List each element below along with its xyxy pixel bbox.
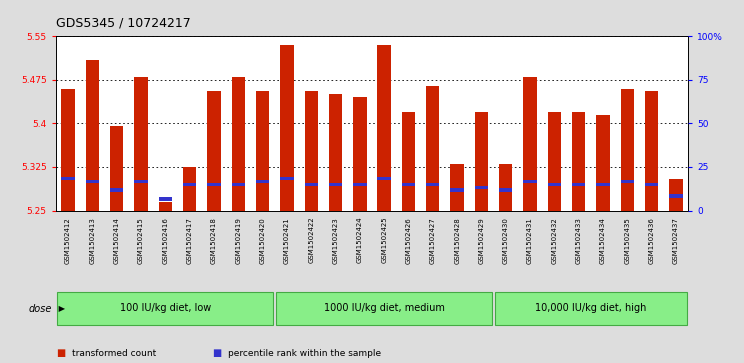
- Bar: [256, 91, 269, 211]
- Bar: [377, 177, 391, 180]
- Bar: [620, 180, 634, 183]
- Bar: [645, 183, 658, 186]
- Bar: [499, 188, 513, 192]
- Bar: [475, 112, 488, 211]
- Bar: [426, 183, 440, 186]
- Bar: [450, 164, 464, 211]
- Bar: [57, 292, 274, 325]
- Bar: [61, 177, 74, 180]
- Bar: [86, 60, 99, 211]
- Bar: [402, 112, 415, 211]
- Bar: [377, 45, 391, 211]
- Text: dose: dose: [29, 303, 52, 314]
- Bar: [158, 202, 172, 211]
- Bar: [426, 86, 440, 211]
- Bar: [524, 77, 536, 211]
- Bar: [183, 167, 196, 211]
- Bar: [231, 77, 245, 211]
- Bar: [208, 91, 220, 211]
- Bar: [86, 180, 99, 183]
- Bar: [353, 97, 367, 211]
- Bar: [645, 91, 658, 211]
- Text: ■: ■: [56, 347, 65, 358]
- Bar: [329, 94, 342, 211]
- Bar: [620, 89, 634, 211]
- Bar: [597, 115, 610, 211]
- Text: 100 IU/kg diet, low: 100 IU/kg diet, low: [120, 303, 211, 313]
- Bar: [450, 188, 464, 192]
- Bar: [572, 112, 586, 211]
- Bar: [670, 179, 683, 211]
- Bar: [353, 183, 367, 186]
- Text: GDS5345 / 10724217: GDS5345 / 10724217: [56, 16, 190, 29]
- Bar: [256, 180, 269, 183]
- Bar: [499, 164, 513, 211]
- Text: transformed count: transformed count: [72, 348, 156, 358]
- Bar: [276, 292, 493, 325]
- Bar: [475, 185, 488, 189]
- Bar: [670, 194, 683, 198]
- Bar: [329, 183, 342, 186]
- Text: ■: ■: [212, 347, 221, 358]
- Bar: [134, 180, 147, 183]
- Text: ▶: ▶: [56, 304, 65, 313]
- Bar: [548, 183, 561, 186]
- Bar: [304, 91, 318, 211]
- Bar: [183, 183, 196, 186]
- Bar: [158, 197, 172, 201]
- Text: 10,000 IU/kg diet, high: 10,000 IU/kg diet, high: [535, 303, 647, 313]
- Bar: [402, 183, 415, 186]
- Bar: [134, 77, 147, 211]
- Bar: [572, 183, 586, 186]
- Text: percentile rank within the sample: percentile rank within the sample: [228, 348, 382, 358]
- Bar: [110, 188, 124, 192]
- Bar: [548, 112, 561, 211]
- Bar: [61, 89, 74, 211]
- Bar: [304, 183, 318, 186]
- Bar: [597, 183, 610, 186]
- Bar: [280, 45, 294, 211]
- Bar: [231, 183, 245, 186]
- Bar: [208, 183, 220, 186]
- Text: 1000 IU/kg diet, medium: 1000 IU/kg diet, medium: [324, 303, 445, 313]
- Bar: [110, 126, 124, 211]
- Bar: [495, 292, 687, 325]
- Bar: [524, 180, 536, 183]
- Bar: [280, 177, 294, 180]
